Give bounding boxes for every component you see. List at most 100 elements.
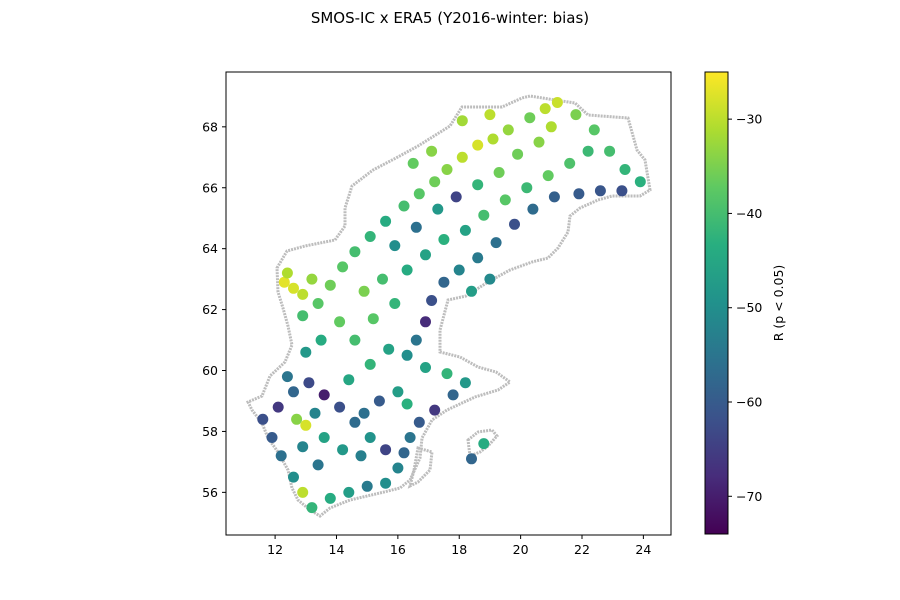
data-point-23 (589, 124, 600, 135)
data-point-58 (267, 432, 278, 443)
data-point-13 (429, 176, 440, 187)
chart-title: SMOS-IC x ERA5 (Y2016-winter: bias) (311, 9, 589, 27)
data-point-53 (325, 493, 336, 504)
data-point-102 (484, 109, 495, 120)
data-point-28 (595, 185, 606, 196)
data-point-87 (478, 210, 489, 221)
data-point-30 (549, 191, 560, 202)
data-point-47 (405, 432, 416, 443)
data-point-118 (478, 438, 489, 449)
data-point-86 (460, 225, 471, 236)
data-point-93 (494, 167, 505, 178)
data-point-113 (313, 459, 324, 470)
x-tick-label-0: 12 (267, 542, 283, 557)
data-point-90 (543, 170, 554, 181)
data-point-64 (319, 389, 330, 400)
data-point-43 (460, 377, 471, 388)
data-point-109 (374, 396, 385, 407)
data-point-74 (343, 374, 354, 385)
y-tick-label-0: 56 (202, 485, 218, 500)
data-point-12 (414, 188, 425, 199)
data-point-34 (472, 252, 483, 263)
x-axis: 12 14 16 18 20 22 24 (267, 535, 651, 557)
data-point-15 (457, 152, 468, 163)
data-point-116 (316, 335, 327, 346)
data-point-69 (337, 444, 348, 455)
data-point-55 (297, 487, 308, 498)
data-point-101 (457, 115, 468, 126)
y-tick-label-6: 68 (202, 119, 218, 134)
data-point-18 (503, 124, 514, 135)
data-point-61 (288, 386, 299, 397)
data-point-19 (524, 112, 535, 123)
x-tick-label-5: 22 (574, 542, 590, 557)
data-point-83 (402, 265, 413, 276)
data-point-106 (466, 286, 477, 297)
data-point-75 (365, 359, 376, 370)
data-point-112 (380, 444, 391, 455)
y-tick-label-1: 58 (202, 424, 218, 439)
colorbar-ticks: −30 −40 −50 −60 −70 (728, 112, 762, 504)
colorbar-label: R (p < 0.05) (771, 265, 786, 342)
plot-area: 12 14 16 18 20 22 24 56 58 60 62 64 66 68 (202, 72, 671, 557)
data-point-57 (276, 450, 287, 461)
data-point-72 (291, 414, 302, 425)
data-point-36 (438, 277, 449, 288)
data-point-60 (273, 402, 284, 413)
data-point-45 (429, 405, 440, 416)
data-point-119 (466, 453, 477, 464)
data-point-37 (426, 295, 437, 306)
data-point-26 (635, 176, 646, 187)
colorbar-tick-label-1: −40 (736, 206, 762, 221)
data-point-33 (491, 237, 502, 248)
data-point-65 (334, 402, 345, 413)
data-point-41 (420, 362, 431, 373)
data-point-104 (512, 149, 523, 160)
data-point-88 (500, 194, 511, 205)
data-point-38 (420, 316, 431, 327)
data-point-105 (546, 121, 557, 132)
data-point-100 (408, 158, 419, 169)
data-point-51 (362, 481, 373, 492)
data-point-71 (300, 420, 311, 431)
data-point-81 (359, 286, 370, 297)
data-point-29 (573, 188, 584, 199)
data-point-107 (484, 274, 495, 285)
data-point-35 (454, 265, 465, 276)
y-tick-label-2: 60 (202, 363, 218, 378)
data-point-117 (297, 310, 308, 321)
data-point-31 (527, 204, 538, 215)
data-point-115 (300, 347, 311, 358)
x-tick-label-3: 18 (451, 542, 467, 557)
data-point-2 (282, 268, 293, 279)
data-point-11 (399, 201, 410, 212)
x-tick-label-6: 24 (635, 542, 651, 557)
data-point-17 (488, 134, 499, 145)
data-point-114 (297, 441, 308, 452)
data-point-48 (399, 447, 410, 458)
data-point-39 (411, 335, 422, 346)
data-point-99 (426, 146, 437, 157)
data-point-7 (337, 261, 348, 272)
data-point-9 (365, 231, 376, 242)
data-point-54 (306, 502, 317, 513)
data-point-108 (392, 386, 403, 397)
data-point-40 (402, 350, 413, 361)
data-point-68 (356, 450, 367, 461)
data-point-5 (313, 298, 324, 309)
data-point-95 (451, 191, 462, 202)
data-point-82 (377, 274, 388, 285)
x-tick-label-1: 14 (329, 542, 345, 557)
data-point-21 (552, 97, 563, 108)
data-point-52 (343, 487, 354, 498)
colorbar: −30 −40 −50 −60 −70 R (p < 0.05) (705, 72, 786, 534)
data-point-42 (442, 368, 453, 379)
data-point-46 (414, 417, 425, 428)
data-point-6 (325, 280, 336, 291)
data-point-62 (282, 371, 293, 382)
data-point-110 (359, 408, 370, 419)
colorbar-gradient (705, 72, 728, 534)
colorbar-tick-label-4: −70 (736, 489, 762, 504)
data-point-20 (540, 103, 551, 114)
